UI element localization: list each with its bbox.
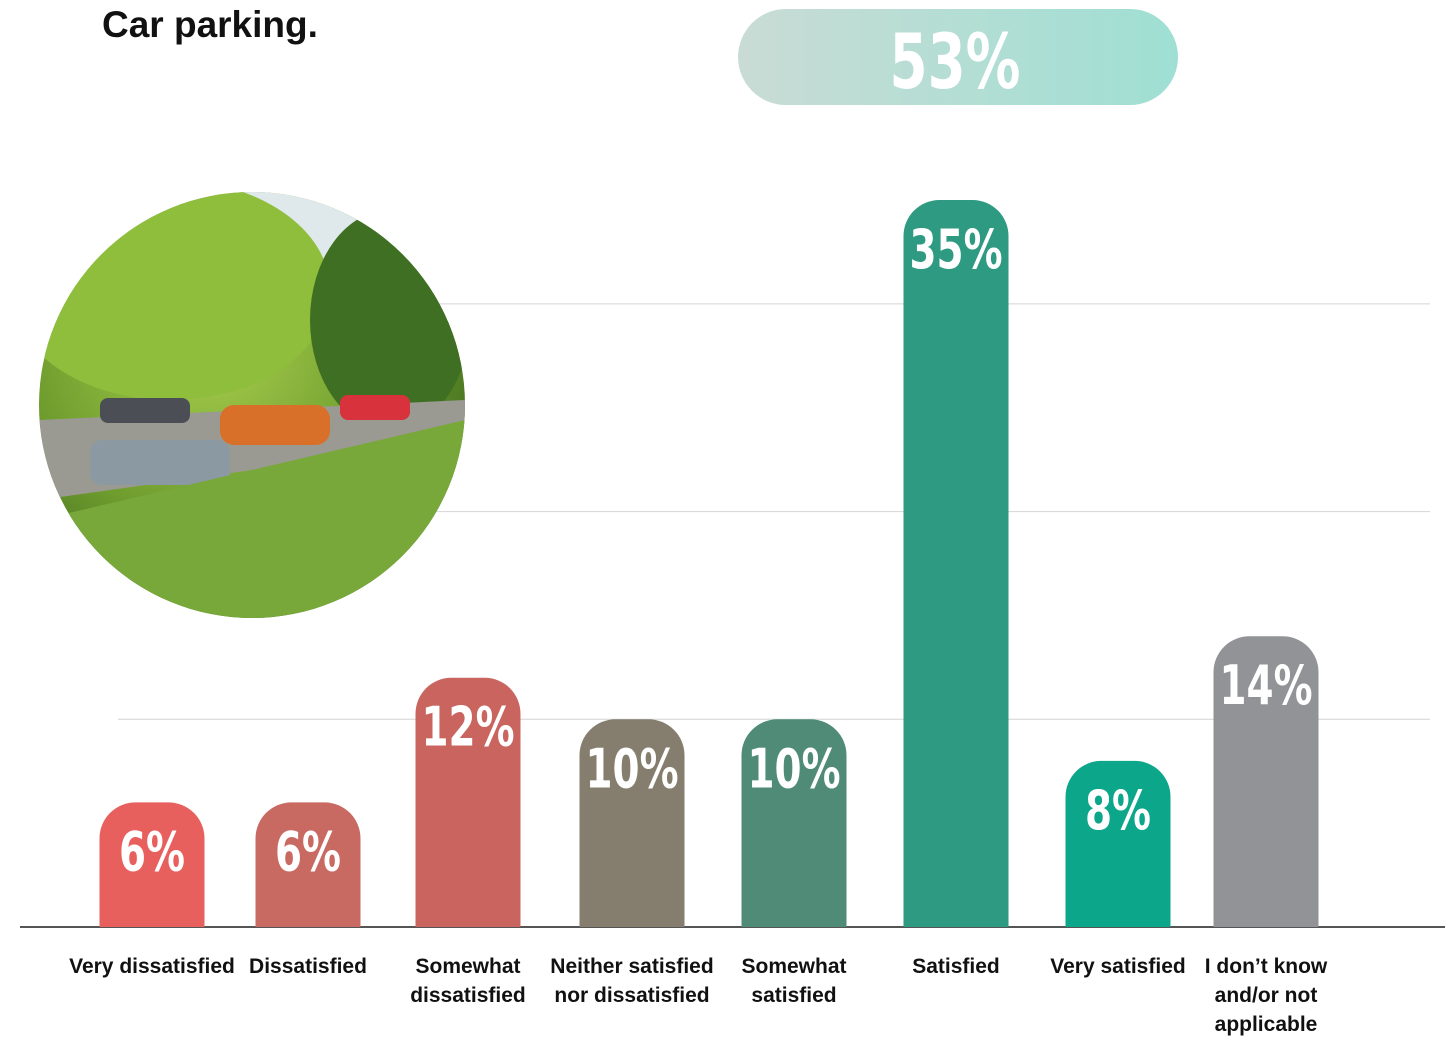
category-label: Very satisfied <box>1050 955 1186 978</box>
photo <box>39 192 465 618</box>
category-label: Satisfied <box>912 955 1000 978</box>
bar <box>415 677 521 927</box>
highlight-pill <box>738 9 1178 105</box>
value-label: 14% <box>1219 655 1312 718</box>
value-label: 6% <box>119 821 185 884</box>
highlight-total: 53% <box>890 18 1021 106</box>
category-label: Somewhat dissatisfied <box>410 955 526 1007</box>
bar <box>1213 636 1319 927</box>
value-label: 10% <box>747 738 840 801</box>
bar <box>255 802 361 927</box>
category-label: Somewhat satisfied <box>741 955 847 1007</box>
bar <box>741 719 847 927</box>
chart-title: Car parking. <box>102 4 318 45</box>
bar <box>903 200 1009 927</box>
value-label: 10% <box>585 738 678 801</box>
category-label: Dissatisfied <box>249 955 367 978</box>
value-label: 8% <box>1085 779 1151 842</box>
category-label: Neither satisfied nor dissatisfied <box>550 955 714 1007</box>
value-label: 12% <box>421 696 514 759</box>
bar <box>99 802 205 927</box>
value-label: 6% <box>275 821 341 884</box>
category-label: I don’t know and/or not applicable <box>1204 955 1328 1036</box>
bar <box>1065 760 1171 927</box>
bar <box>579 719 685 927</box>
category-label: Very dissatisfied <box>69 955 235 978</box>
value-label: 35% <box>909 219 1002 282</box>
